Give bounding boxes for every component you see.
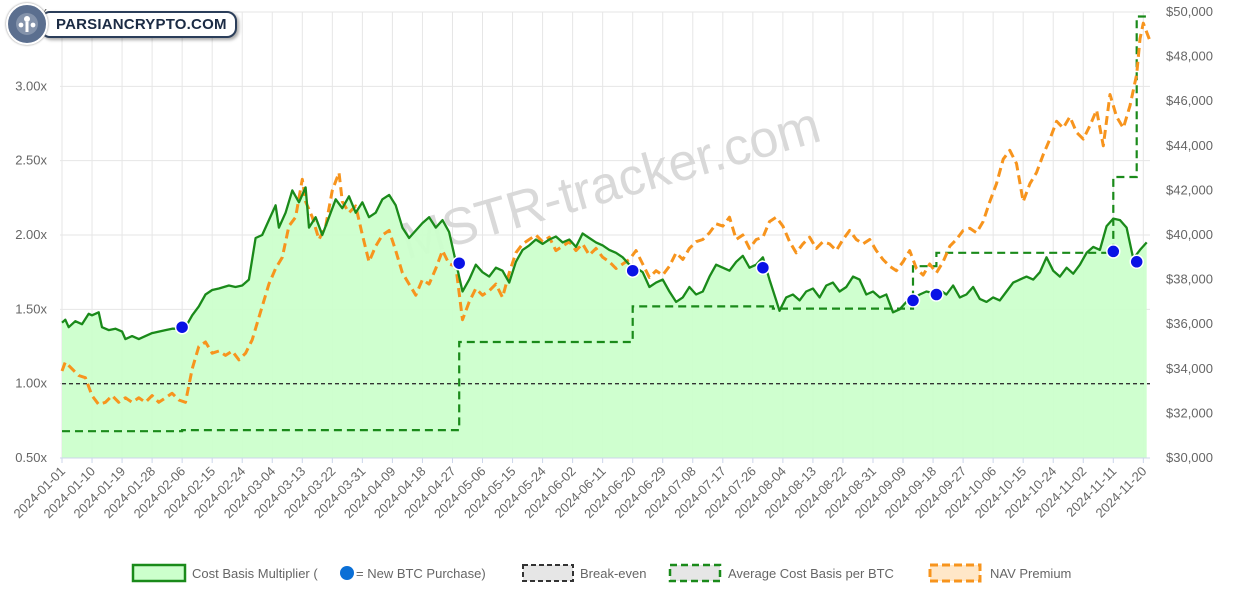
btc-purchase-marker <box>451 255 467 271</box>
x-axis: 2024-01-012024-01-102024-01-192024-01-28… <box>10 457 1150 521</box>
y-right-tick-label: $44,000 <box>1166 138 1213 153</box>
btc-purchase-marker <box>929 287 944 302</box>
y-right-tick-label: $34,000 <box>1166 361 1213 376</box>
logo-text: PARSIANCRYPTO.COM <box>40 10 237 38</box>
y-left-tick-label: 0.50x <box>15 450 47 465</box>
site-logo[interactable]: PARSIANCRYPTO.COM <box>6 3 237 45</box>
legend-label-cost-basis-pre: Cost Basis Multiplier ( <box>192 566 318 581</box>
legend-label-nav-premium: NAV Premium <box>990 566 1071 581</box>
legend-marker-icon <box>340 566 354 580</box>
btc-purchase-marker <box>174 319 190 335</box>
y-right-tick-label: $32,000 <box>1166 405 1213 420</box>
legend: Cost Basis Multiplier ( = New BTC Purcha… <box>131 563 1071 583</box>
avg-cost-basis-line <box>62 15 1150 433</box>
y-right-tick-label: $30,000 <box>1166 450 1213 465</box>
y-left-tick-label: 2.00x <box>15 227 47 242</box>
nav-premium-line <box>60 21 1152 406</box>
y-right-tick-label: $42,000 <box>1166 182 1213 197</box>
y-right-tick-label: $40,000 <box>1166 227 1213 242</box>
y-left-tick-label: 1.00x <box>15 376 47 391</box>
cost-basis-line <box>61 186 1148 341</box>
btc-purchase-marker <box>1129 254 1144 270</box>
legend-swatch-avg-cost-basis <box>668 563 722 583</box>
legend-item-nav-premium[interactable]: NAV Premium <box>928 563 1071 583</box>
legend-swatch-cost-basis <box>131 563 187 583</box>
btc-purchase-marker <box>1106 244 1121 259</box>
cost-basis-area <box>62 187 1147 458</box>
legend-label-cost-basis-post: = New BTC Purchase) <box>356 566 486 581</box>
y-left-tick-label: 2.50x <box>15 153 47 168</box>
y-right-tick-label: $36,000 <box>1166 316 1213 331</box>
y-left-tick-label: 3.00x <box>15 78 47 93</box>
right-axis: $30,000 $32,000 $34,000 $36,000 $38,000 $40,0… <box>1166 4 1213 465</box>
logo-mark-glyph <box>16 13 38 35</box>
y-right-tick-label: $48,000 <box>1166 49 1213 64</box>
legend-swatch-nav-premium <box>928 563 982 583</box>
legend-item-break-even[interactable]: Break-even <box>522 564 646 582</box>
y-right-tick-label: $38,000 <box>1166 272 1213 287</box>
y-right-tick-label: $46,000 <box>1166 93 1213 108</box>
btc-purchase-marker <box>905 293 921 308</box>
btc-purchase-marker <box>625 263 640 278</box>
y-right-tick-label: $50,000 <box>1166 4 1213 19</box>
legend-swatch-break-even <box>522 564 574 582</box>
btc-purchase-marker <box>755 260 771 275</box>
y-left-tick-label: 1.50x <box>15 301 47 316</box>
series-layer <box>60 15 1152 458</box>
legend-item-avg-cost-basis[interactable]: Average Cost Basis per BTC <box>668 563 894 583</box>
legend-label-avg-cost-basis: Average Cost Basis per BTC <box>728 566 894 581</box>
logo-icon <box>6 3 48 45</box>
watermark: MSTR-tracker.com <box>394 96 827 271</box>
legend-item-cost-basis-multiplier[interactable]: Cost Basis Multiplier ( = New BTC Purcha… <box>131 563 486 583</box>
legend-label-break-even: Break-even <box>580 566 646 581</box>
